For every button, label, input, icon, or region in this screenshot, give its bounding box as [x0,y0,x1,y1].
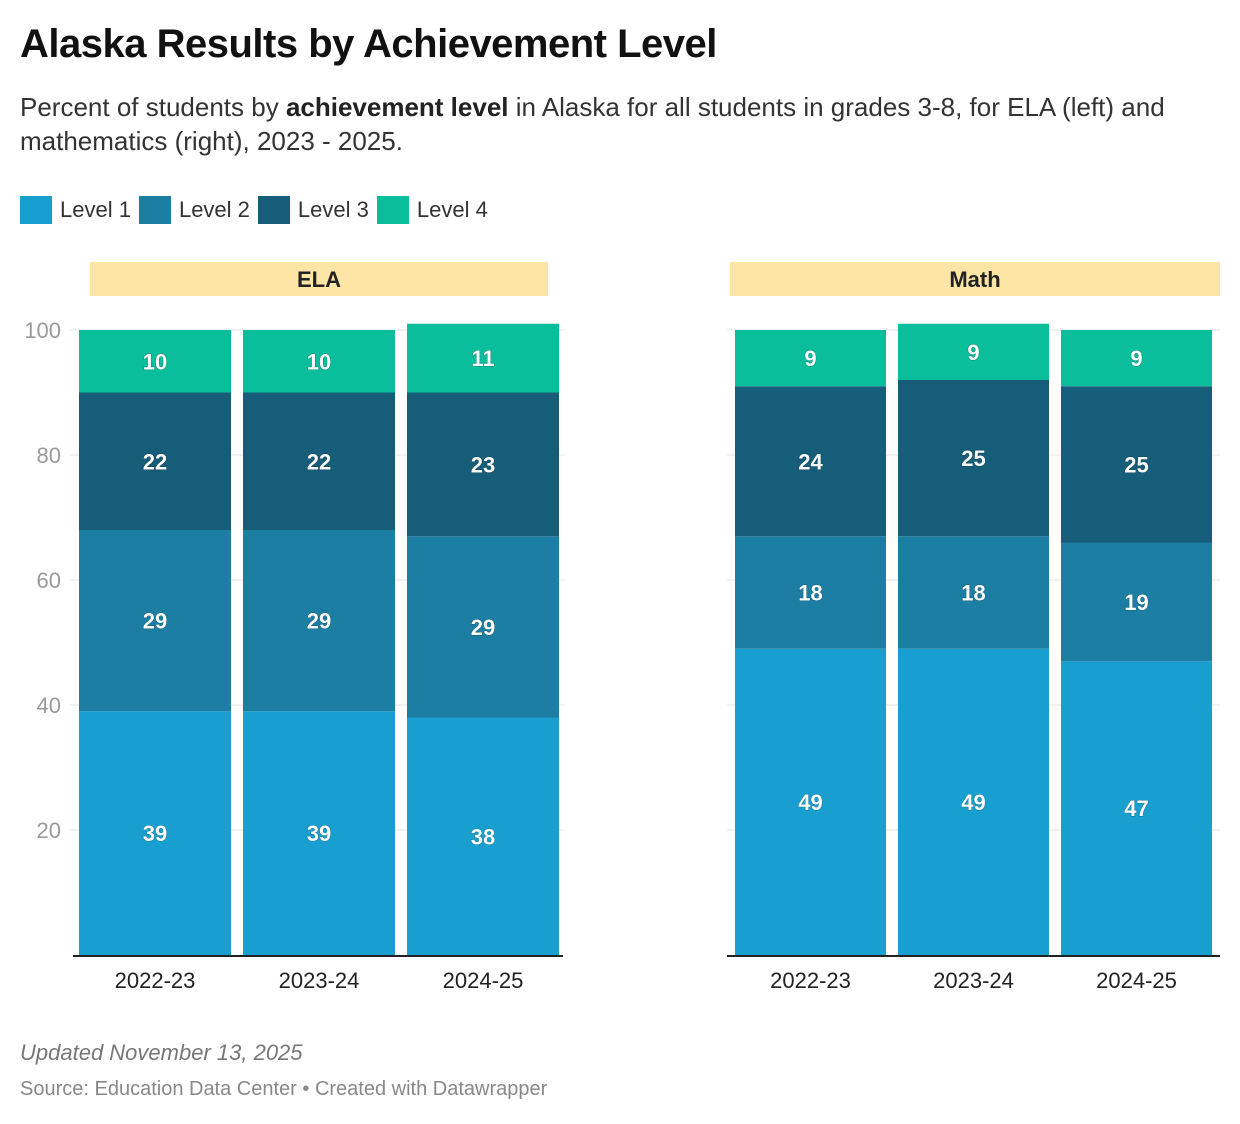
bar-segment-math-2024-25-level-4 [1061,330,1212,387]
subtitle-text-start: Percent of students by [20,92,286,122]
data-label-math-2022-23-level-3: 24 [798,449,823,474]
legend-label-level-1: Level 1 [60,197,131,222]
x-tick-label-math-2022-23: 2022-23 [770,968,851,993]
y-tick-label-60: 60 [37,568,61,593]
data-label-ela-2023-24-level-2: 29 [307,609,331,634]
legend-item-level-2: Level 2 [138,196,250,224]
bar-segment-math-2024-25-level-3 [1061,386,1212,543]
data-label-ela-2022-23-level-3: 22 [143,449,167,474]
data-label-math-2024-25-level-1: 47 [1124,796,1148,821]
panel-header-bg-math [730,262,1220,296]
chart-title: Alaska Results by Achievement Level [20,22,717,66]
data-label-ela-2023-24-level-4: 10 [307,349,331,374]
legend-swatch-level-3 [257,196,290,224]
legend-item-level-1: Level 1 [20,196,131,224]
data-label-math-2024-25-level-2: 19 [1124,590,1148,615]
legend-label-level-4: Level 4 [416,197,488,222]
bar-segment-math-2023-24-level-2 [898,536,1049,649]
legend-label-level-3: Level 3 [297,197,369,222]
bar-segment-ela-2022-23-level-1 [79,711,231,955]
data-label-math-2022-23-level-4: 9 [804,346,816,371]
bar-segment-ela-2022-23-level-3 [79,392,231,530]
panel-header-math: Math [949,267,1000,292]
data-label-math-2023-24-level-4: 9 [967,340,979,365]
data-label-ela-2024-25-level-2: 29 [471,615,495,640]
legend-item-level-3: Level 3 [257,196,369,224]
x-tick-label-math-2023-24: 2023-24 [933,968,1014,993]
bar-segment-ela-2024-25-level-2 [407,536,559,718]
bar-segment-math-2022-23-level-3 [735,386,886,537]
panel-header-ela: ELA [297,267,341,292]
bar-segment-math-2022-23-level-4 [735,330,886,387]
bar-segment-math-2023-24-level-4 [898,323,1049,380]
bar-segment-math-2024-25-level-2 [1061,542,1212,662]
chart-subtitle: Percent of students by achievement level… [20,90,1210,158]
bar-segment-ela-2023-24-level-1 [243,711,395,955]
legend-swatch-level-1 [20,196,52,224]
bar-segment-ela-2024-25-level-4 [407,323,559,393]
y-tick-label-80: 80 [37,443,61,468]
legend-swatch-level-2 [138,196,171,224]
x-tick-label-math-2024-25: 2024-25 [1096,968,1177,993]
y-tick-label-40: 40 [37,693,61,718]
bar-segment-ela-2024-25-level-3 [407,392,559,537]
data-label-ela-2024-25-level-4: 11 [471,346,494,371]
data-label-ela-2022-23-level-4: 10 [143,349,167,374]
bar-segment-ela-2024-25-level-1 [407,717,559,955]
bar-segment-ela-2022-23-level-4 [79,330,231,393]
y-tick-label-100: 100 [24,318,61,343]
data-label-math-2023-24-level-3: 25 [961,446,985,471]
data-label-math-2024-25-level-4: 9 [1130,346,1142,371]
bar-segment-math-2023-24-level-1 [898,648,1049,955]
updated-note: Updated November 13, 2025 [20,1040,303,1065]
data-label-ela-2023-24-level-3: 22 [307,449,331,474]
data-label-ela-2024-25-level-1: 38 [471,824,495,849]
legend: Level 1 Level 2 Level 3 Level 4 [20,196,496,224]
legend-item-level-4: Level 4 [376,196,488,224]
data-label-math-2023-24-level-2: 18 [961,581,985,606]
data-label-math-2024-25-level-3: 25 [1124,452,1148,477]
data-label-ela-2023-24-level-1: 39 [307,821,331,846]
data-label-ela-2022-23-level-1: 39 [143,821,167,846]
bar-segment-math-2024-25-level-1 [1061,661,1212,955]
bar-segment-ela-2023-24-level-2 [243,530,395,712]
bar-segment-ela-2023-24-level-4 [243,330,395,393]
legend-label-level-2: Level 2 [178,197,250,222]
data-label-math-2023-24-level-1: 49 [961,790,985,815]
panel-header-bg-ela [90,262,548,296]
bar-segment-math-2022-23-level-2 [735,536,886,649]
y-tick-label-20: 20 [37,818,61,843]
x-tick-label-ela-2023-24: 2023-24 [279,968,360,993]
data-label-ela-2024-25-level-3: 23 [471,452,495,477]
bar-segment-ela-2022-23-level-2 [79,530,231,712]
subtitle-bold-text: achievement level [285,92,509,122]
data-label-math-2022-23-level-2: 18 [798,581,822,606]
source-note: Source: Education Data Center • Created … [20,1078,548,1100]
bar-segment-math-2023-24-level-3 [898,380,1049,537]
bar-segment-ela-2023-24-level-3 [243,392,395,530]
legend-swatch-level-4 [376,196,409,224]
data-label-ela-2022-23-level-2: 29 [143,609,167,634]
bar-segment-math-2022-23-level-1 [735,648,886,955]
subtitle-text-end: in Alaska for all students in grades 3-8… [20,92,1165,156]
data-label-math-2022-23-level-1: 49 [798,790,822,815]
x-tick-label-ela-2024-25: 2024-25 [443,968,524,993]
x-tick-label-ela-2022-23: 2022-23 [115,968,196,993]
